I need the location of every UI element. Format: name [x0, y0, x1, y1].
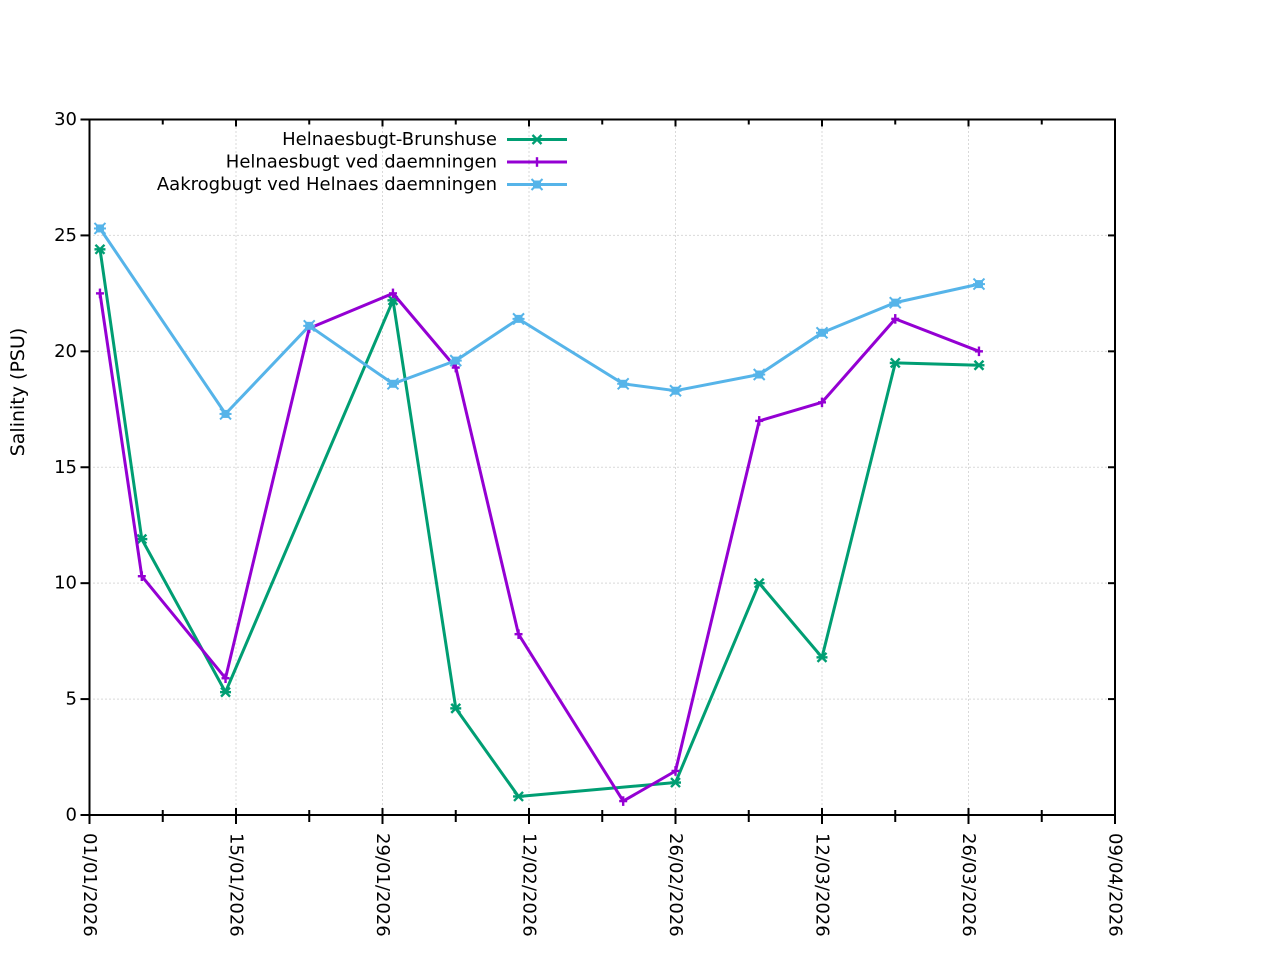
- data-point-marker: [137, 571, 146, 582]
- legend-label: Aakrogbugt ved Helnaes daemningen: [157, 174, 497, 195]
- y-tick-label: 10: [54, 573, 77, 594]
- data-point-marker: [386, 377, 400, 390]
- data-point-marker: [388, 288, 397, 299]
- data-point-marker: [818, 397, 826, 408]
- data-point-marker: [221, 673, 230, 684]
- grid-layer: [89, 119, 1116, 816]
- y-axis-label: Salinity (PSU): [7, 328, 29, 457]
- data-point-marker: [889, 296, 902, 309]
- data-point-marker: [669, 384, 682, 397]
- x-tick-label: 12/02/2026: [519, 833, 540, 937]
- data-point-marker: [95, 288, 104, 299]
- data-point-marker: [619, 796, 628, 806]
- data-point-marker: [753, 368, 766, 381]
- x-tick-label: 09/04/2026: [1105, 833, 1126, 937]
- data-point-marker: [94, 243, 106, 255]
- x-tick-label: 15/01/2026: [226, 833, 247, 937]
- data-point-marker: [219, 407, 232, 421]
- data-point-marker: [93, 222, 107, 235]
- data-point-marker: [671, 766, 680, 776]
- legend-item-helnaesbugt-brunshuse: Helnaesbugt-Brunshuse: [282, 129, 567, 150]
- data-point-marker: [533, 157, 541, 167]
- data-point-marker: [530, 178, 544, 191]
- data-point-marker: [220, 686, 232, 698]
- y-tick-label: 15: [54, 457, 77, 478]
- series-layer: [93, 222, 986, 806]
- y-tick-label: 20: [54, 341, 77, 362]
- data-point-marker: [512, 312, 525, 326]
- data-point-marker: [513, 791, 525, 802]
- data-point-marker: [973, 359, 985, 371]
- data-point-marker: [136, 533, 148, 545]
- data-point-marker: [753, 577, 765, 589]
- y-tick-label: 30: [54, 109, 77, 130]
- x-tick-label: 12/03/2026: [812, 833, 833, 937]
- data-point-marker: [816, 652, 828, 663]
- data-point-marker: [972, 277, 986, 291]
- data-point-marker: [514, 629, 523, 639]
- data-point-marker: [891, 314, 900, 324]
- legend-label: Helnaesbugt-Brunshuse: [282, 129, 497, 150]
- y-tick-label: 0: [66, 805, 77, 826]
- legend-item-helnaesbugt-ved-daemningen: Helnaesbugt ved daemningen: [226, 152, 567, 173]
- series-helnaesbugt-brunshuse: [94, 243, 985, 802]
- series-line: [98, 291, 981, 803]
- legend-label: Helnaesbugt ved daemningen: [226, 152, 497, 173]
- data-point-marker: [889, 357, 901, 369]
- axes-layer: 01/01/2026 15/01/2026 29/01/2026 12/02/2026…: [54, 109, 1125, 937]
- series-aakrogbugt-ved-helnaes-daemningen: [93, 222, 986, 421]
- y-tick-label: 25: [54, 225, 77, 246]
- x-tick-label: 01/01/2026: [79, 833, 100, 937]
- data-point-marker: [616, 377, 630, 390]
- x-tick-label: 26/03/2026: [958, 833, 979, 937]
- series-line: [98, 227, 981, 416]
- data-point-marker: [974, 346, 983, 357]
- data-point-marker: [303, 319, 316, 333]
- x-tick-label: 26/02/2026: [665, 833, 686, 937]
- data-point-marker: [450, 703, 462, 714]
- y-tick-label: 5: [66, 689, 77, 710]
- data-point-marker: [755, 416, 764, 426]
- x-tick-label: 29/01/2026: [372, 833, 393, 937]
- data-point-marker: [531, 134, 543, 145]
- data-point-marker: [449, 354, 462, 367]
- data-point-marker: [670, 777, 681, 788]
- legend-item-aakrogbugt-ved-helnaes-daemningen: Aakrogbugt ved Helnaes daemningen: [157, 174, 567, 195]
- data-point-marker: [815, 326, 829, 339]
